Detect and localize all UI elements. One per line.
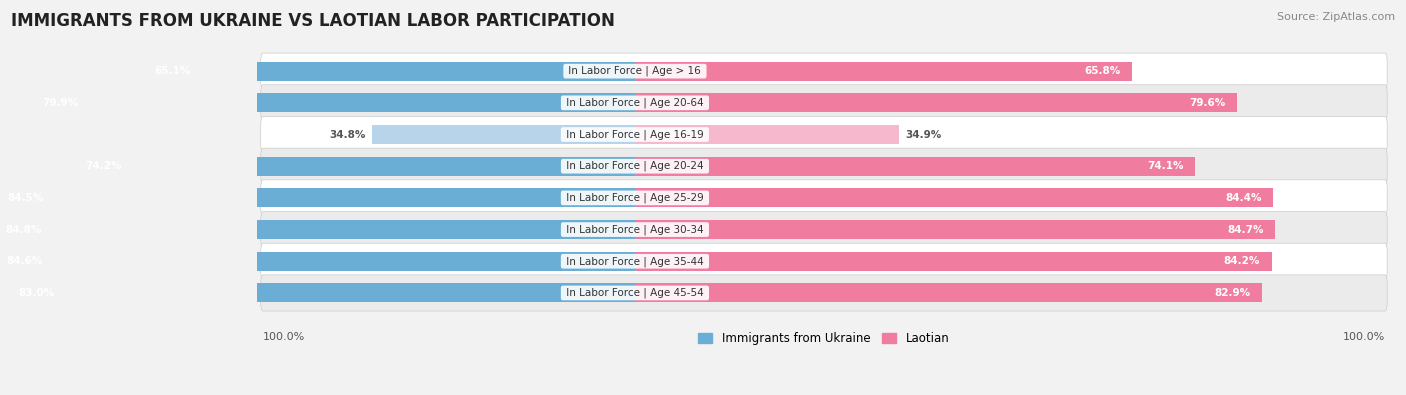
Text: In Labor Force | Age 25-29: In Labor Force | Age 25-29 [562, 193, 707, 203]
Text: 84.5%: 84.5% [7, 193, 44, 203]
Text: In Labor Force | Age 35-44: In Labor Force | Age 35-44 [562, 256, 707, 267]
Text: 84.6%: 84.6% [7, 256, 44, 266]
Text: In Labor Force | Age 30-34: In Labor Force | Age 30-34 [562, 224, 707, 235]
Text: 84.2%: 84.2% [1223, 256, 1260, 266]
Text: 79.9%: 79.9% [42, 98, 79, 108]
Bar [636, 62, 1132, 81]
Bar [636, 284, 1261, 303]
Text: 65.8%: 65.8% [1085, 66, 1121, 76]
Legend: Immigrants from Ukraine, Laotian: Immigrants from Ukraine, Laotian [693, 327, 955, 350]
Bar [0, 252, 636, 271]
Text: 74.1%: 74.1% [1147, 161, 1184, 171]
Text: 100.0%: 100.0% [1343, 332, 1385, 342]
FancyBboxPatch shape [260, 85, 1388, 121]
Text: In Labor Force | Age 45-54: In Labor Force | Age 45-54 [562, 288, 707, 298]
Text: 84.8%: 84.8% [6, 225, 42, 235]
FancyBboxPatch shape [260, 180, 1388, 216]
FancyBboxPatch shape [260, 275, 1388, 311]
Bar [0, 220, 636, 239]
FancyBboxPatch shape [260, 53, 1388, 89]
Text: 79.6%: 79.6% [1189, 98, 1226, 108]
Text: In Labor Force | Age 20-64: In Labor Force | Age 20-64 [562, 98, 707, 108]
Text: 34.9%: 34.9% [905, 130, 941, 139]
Text: In Labor Force | Age > 16: In Labor Force | Age > 16 [565, 66, 704, 76]
Text: 100.0%: 100.0% [263, 332, 305, 342]
Bar [636, 125, 898, 144]
Text: In Labor Force | Age 16-19: In Labor Force | Age 16-19 [562, 129, 707, 140]
Text: 83.0%: 83.0% [18, 288, 55, 298]
Text: 65.1%: 65.1% [155, 66, 190, 76]
Bar [31, 93, 636, 112]
Text: In Labor Force | Age 20-24: In Labor Force | Age 20-24 [562, 161, 707, 171]
Bar [636, 93, 1237, 112]
Bar [75, 157, 636, 176]
Bar [143, 62, 636, 81]
Bar [0, 188, 636, 207]
FancyBboxPatch shape [260, 211, 1388, 248]
FancyBboxPatch shape [260, 148, 1388, 184]
Text: 74.2%: 74.2% [86, 161, 122, 171]
Text: 84.4%: 84.4% [1225, 193, 1261, 203]
FancyBboxPatch shape [260, 117, 1388, 152]
Bar [636, 220, 1275, 239]
Text: 82.9%: 82.9% [1215, 288, 1250, 298]
Bar [636, 188, 1272, 207]
Text: 84.7%: 84.7% [1227, 225, 1264, 235]
FancyBboxPatch shape [260, 243, 1388, 279]
Bar [371, 125, 636, 144]
Bar [7, 284, 636, 303]
Text: IMMIGRANTS FROM UKRAINE VS LAOTIAN LABOR PARTICIPATION: IMMIGRANTS FROM UKRAINE VS LAOTIAN LABOR… [11, 12, 614, 30]
Bar [636, 157, 1195, 176]
Bar [636, 252, 1271, 271]
Text: 34.8%: 34.8% [329, 130, 366, 139]
Text: Source: ZipAtlas.com: Source: ZipAtlas.com [1277, 12, 1395, 22]
